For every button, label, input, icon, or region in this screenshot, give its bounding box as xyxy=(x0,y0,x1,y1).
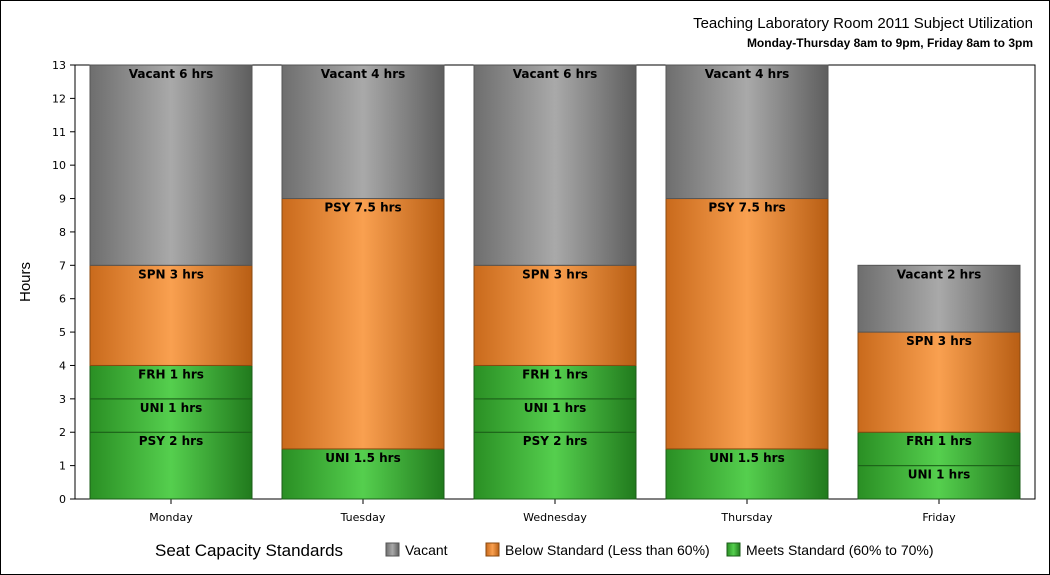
segment-label: PSY 7.5 hrs xyxy=(708,201,785,215)
y-tick-label: 4 xyxy=(59,359,66,372)
x-tick-label: Monday xyxy=(149,511,193,524)
bar-segment-below xyxy=(281,198,445,450)
segment-label: Vacant 4 hrs xyxy=(321,67,406,81)
segment-label: FRH 1 hrs xyxy=(522,367,588,381)
bar-segment-vacant xyxy=(665,64,829,200)
segment-label: Vacant 6 hrs xyxy=(129,67,214,81)
y-tick-label: 1 xyxy=(59,460,66,473)
legend: Seat Capacity Standards Vacant Below Stand… xyxy=(155,541,934,560)
bar-friday: UNI 1 hrs FRH 1 hrs SPN 3 hrs Vacant 2 hrs xyxy=(857,264,1021,500)
x-tick-label: Tuesday xyxy=(340,511,386,524)
bar-segment-vacant xyxy=(473,64,637,266)
chart-title: Teaching Laboratory Room 2011 Subject Ut… xyxy=(693,15,1033,32)
bar-segment-meets xyxy=(89,364,253,400)
bar-segment-vacant xyxy=(281,64,445,200)
y-tick-label: 8 xyxy=(59,226,66,239)
segment-label: SPN 3 hrs xyxy=(906,334,972,348)
bar-segment-below xyxy=(857,331,1021,433)
legend-swatch-meets xyxy=(726,542,741,557)
bar-monday: PSY 2 hrs UNI 1 hrs FRH 1 hrs SPN 3 hrs Vaca… xyxy=(89,64,253,500)
bar-segment-below xyxy=(89,264,253,366)
bar-segment-vacant xyxy=(857,264,1021,333)
y-axis-label: Hours xyxy=(17,262,34,302)
y-tick-label: 2 xyxy=(59,426,66,439)
y-tick-label: 0 xyxy=(59,493,66,506)
y-tick-label: 11 xyxy=(52,126,66,139)
x-tick-label: Wednesday xyxy=(523,511,587,524)
y-tick-label: 13 xyxy=(52,59,66,72)
bar-thursday: UNI 1.5 hrs PSY 7.5 hrs Vacant 4 hrs xyxy=(665,64,829,500)
segment-label: UNI 1 hrs xyxy=(524,401,587,415)
bars: PSY 2 hrs UNI 1 hrs FRH 1 hrs SPN 3 hrs Vaca… xyxy=(89,64,1021,500)
legend-swatch-vacant xyxy=(385,542,400,557)
bar-segment-meets xyxy=(857,465,1021,500)
legend-swatch-below xyxy=(485,542,500,557)
segment-label: UNI 1.5 hrs xyxy=(709,451,784,465)
y-tick-label: 3 xyxy=(59,393,66,406)
segment-label: UNI 1.5 hrs xyxy=(325,451,400,465)
bar-segment-meets xyxy=(665,448,829,500)
segment-label: FRH 1 hrs xyxy=(138,367,204,381)
bar-segment-meets xyxy=(473,398,637,433)
segment-label: Vacant 6 hrs xyxy=(513,67,598,81)
segment-label: Vacant 4 hrs xyxy=(705,67,790,81)
bar-segment-meets xyxy=(89,398,253,433)
bar-tuesday: UNI 1.5 hrs PSY 7.5 hrs Vacant 4 hrs xyxy=(281,64,445,500)
segment-label: Vacant 2 hrs xyxy=(897,267,982,281)
segment-label: SPN 3 hrs xyxy=(138,267,204,281)
legend-label-below: Below Standard (Less than 60%) xyxy=(505,542,710,558)
segment-label: PSY 2 hrs xyxy=(139,434,203,448)
segment-label: SPN 3 hrs xyxy=(522,267,588,281)
bar-wednesday: PSY 2 hrs UNI 1 hrs FRH 1 hrs SPN 3 hrs Vaca… xyxy=(473,64,637,500)
bar-segment-below xyxy=(473,264,637,366)
segment-label: PSY 2 hrs xyxy=(523,434,587,448)
chart-subtitle: Monday-Thursday 8am to 9pm, Friday 8am t… xyxy=(747,36,1033,50)
legend-label-vacant: Vacant xyxy=(405,542,448,558)
segment-label: FRH 1 hrs xyxy=(906,434,972,448)
bar-segment-meets xyxy=(473,431,637,500)
segment-label: PSY 7.5 hrs xyxy=(324,201,401,215)
y-tick-label: 9 xyxy=(59,193,66,206)
x-tick-label: Thursday xyxy=(720,511,773,524)
legend-title: Seat Capacity Standards xyxy=(155,541,343,560)
legend-label-meets: Meets Standard (60% to 70%) xyxy=(746,542,934,558)
y-tick-label: 5 xyxy=(59,326,66,339)
y-tick-label: 12 xyxy=(52,92,66,105)
y-tick-label: 7 xyxy=(59,259,66,272)
bar-segment-vacant xyxy=(89,64,253,266)
y-tick-label: 6 xyxy=(59,293,66,306)
y-tick-label: 10 xyxy=(52,159,66,172)
segment-label: UNI 1 hrs xyxy=(908,468,971,482)
bar-segment-meets xyxy=(473,364,637,400)
segment-label: UNI 1 hrs xyxy=(140,401,203,415)
x-tick-label: Friday xyxy=(922,511,956,524)
bar-segment-meets xyxy=(857,431,1021,467)
bar-segment-below xyxy=(665,198,829,450)
